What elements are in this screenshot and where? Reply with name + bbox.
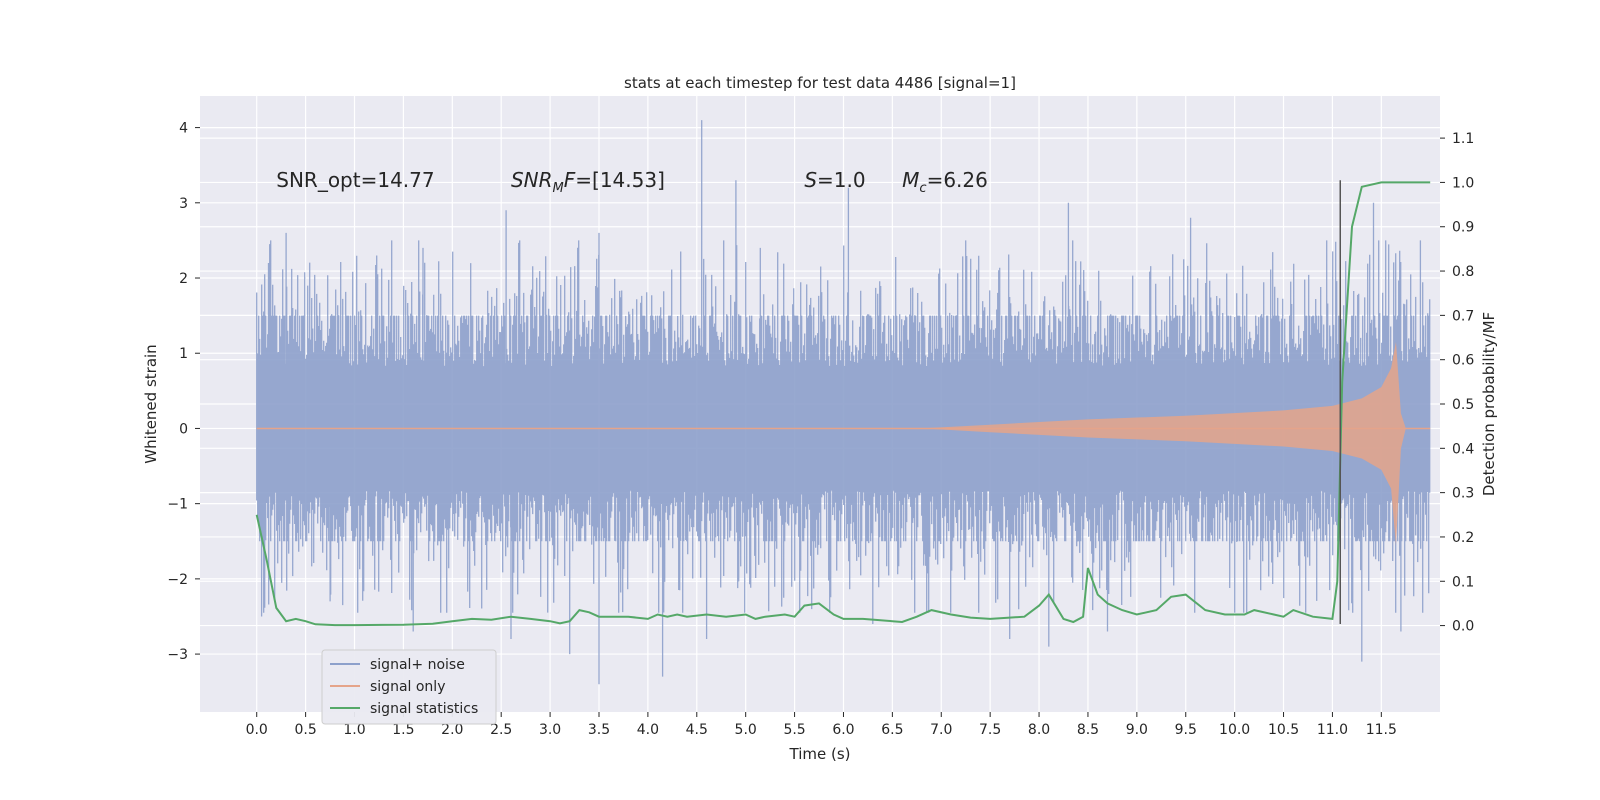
y-left-axis-ticks: −3 −2 −1 0 1 2 3 4 <box>167 121 200 663</box>
y-right-tick-label-8: 0.8 <box>1452 264 1474 280</box>
legend-label-signal-noise: signal+ noise <box>370 657 465 673</box>
y-left-tick-label-0: −3 <box>167 647 188 663</box>
x-tick-label-6: 3.0 <box>539 722 561 738</box>
x-tick-label-14: 7.0 <box>930 722 952 738</box>
legend-box <box>321 649 497 725</box>
x-tick-label-18: 9.0 <box>1126 722 1148 738</box>
y-right-tick-label-2: 0.2 <box>1452 530 1474 546</box>
x-tick-label-17: 8.5 <box>1077 722 1099 738</box>
y-right-tick-label-1: 0.1 <box>1452 574 1474 590</box>
annotation-0: SNR_opt=14.77 <box>276 168 434 192</box>
y-left-tick-label-1: −2 <box>167 572 188 588</box>
x-tick-label-3: 1.5 <box>392 722 414 738</box>
x-tick-label-11: 5.5 <box>783 722 805 738</box>
x-tick-label-1: 0.5 <box>294 722 316 738</box>
legend-label-signal-only: signal only <box>370 679 445 695</box>
y-left-tick-label-4: 1 <box>179 346 188 362</box>
y-right-tick-label-9: 0.9 <box>1452 220 1474 236</box>
y-right-tick-label-10: 1.0 <box>1452 175 1474 191</box>
annotation-2: S=1.0 <box>804 168 865 192</box>
x-tick-label-15: 7.5 <box>979 722 1001 738</box>
x-tick-label-13: 6.5 <box>881 722 903 738</box>
y-right-axis-ticks: 0.0 0.1 0.2 0.3 0.4 0.5 0.6 0.7 0.8 0.9 1.0 1.1 <box>1440 131 1474 635</box>
annotation-3: Mc=6.26 <box>902 168 988 196</box>
y-left-tick-label-2: −1 <box>167 497 188 513</box>
x-axis-label: Time (s) <box>789 745 851 763</box>
x-axis-ticks: 0.0 0.5 1.0 1.5 2.0 2.5 3.0 3.5 4.0 4.5 5.0 5.5 6.0 6… <box>246 712 1397 738</box>
x-tick-label-5: 2.5 <box>490 722 512 738</box>
x-tick-label-20: 10.0 <box>1219 722 1250 738</box>
y-right-tick-label-5: 0.5 <box>1452 397 1474 413</box>
x-tick-label-22: 11.0 <box>1317 722 1348 738</box>
y-left-axis-label: Whitened strain <box>142 344 160 463</box>
x-tick-label-2: 1.0 <box>343 722 365 738</box>
y-left-tick-label-5: 2 <box>179 271 188 287</box>
series-signal-statistics <box>255 181 1431 627</box>
y-right-tick-label-4: 0.4 <box>1452 441 1474 457</box>
x-tick-label-9: 4.5 <box>686 722 708 738</box>
x-tick-label-12: 6.0 <box>832 722 854 738</box>
y-right-tick-label-6: 0.6 <box>1452 353 1474 369</box>
y-left-tick-label-6: 3 <box>179 196 188 212</box>
annotations: SNR_opt=14.77 SNRMF=[14.53] S=1.0 Mc=6.26 <box>276 168 988 196</box>
x-tick-label-19: 9.5 <box>1175 722 1197 738</box>
x-tick-label-7: 3.5 <box>588 722 610 738</box>
x-tick-label-10: 5.0 <box>735 722 757 738</box>
y-right-tick-label-0: 0.0 <box>1452 619 1474 635</box>
x-tick-label-16: 8.0 <box>1028 722 1050 738</box>
x-tick-label-8: 4.0 <box>637 722 659 738</box>
y-right-tick-label-3: 0.3 <box>1452 486 1474 502</box>
annotation-1: SNRMF=[14.53] <box>511 168 665 196</box>
y-right-tick-label-7: 0.7 <box>1452 308 1474 324</box>
x-tick-label-4: 2.0 <box>441 722 463 738</box>
y-left-tick-label-7: 4 <box>179 121 188 137</box>
x-tick-label-21: 10.5 <box>1268 722 1299 738</box>
y-right-axis-label: Detection probability/MF <box>1480 312 1498 496</box>
y-left-tick-label-3: 0 <box>179 421 188 437</box>
series-signal-only <box>256 341 1431 546</box>
legend-label-signal-statistics: signal statistics <box>370 701 478 717</box>
y-right-tick-label-11: 1.1 <box>1452 131 1474 147</box>
legend: signal+ noise signal only signal statist… <box>321 649 497 725</box>
x-tick-label-0: 0.0 <box>246 722 268 738</box>
signal-statistics-line <box>255 181 1431 627</box>
chart-title: stats at each timestep for test data 448… <box>624 74 1016 92</box>
x-tick-label-23: 11.5 <box>1366 722 1397 738</box>
